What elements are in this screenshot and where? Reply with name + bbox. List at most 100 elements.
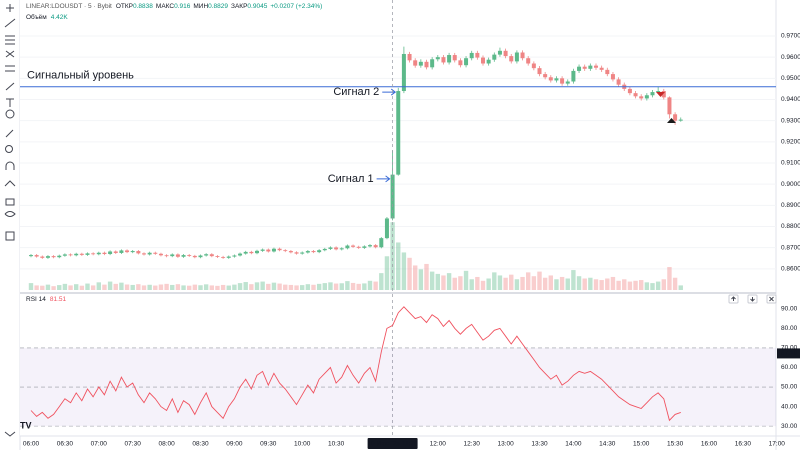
candle-body (594, 65, 598, 68)
candle-body (170, 254, 175, 257)
volume-bar (28, 283, 34, 290)
candle-body (142, 253, 146, 255)
x-tick-label: 12:00 (430, 441, 447, 448)
volume-bar (537, 271, 542, 290)
candle-body (34, 255, 39, 257)
sell-marker (656, 92, 665, 97)
x-tick-label: 07:30 (125, 441, 142, 448)
y-tick-label: 0.9200 (781, 139, 800, 146)
volume-bar (40, 285, 45, 290)
x-tick-label: 16:30 (735, 441, 752, 448)
x-tick-label: 09:00 (226, 441, 243, 448)
volume-bar (192, 284, 198, 290)
candle-body (599, 67, 604, 70)
candle-body (407, 53, 412, 61)
volume-bar (548, 275, 553, 290)
x-tick-label: 13:00 (497, 441, 514, 448)
volume-bar (136, 284, 141, 290)
volume-name: Объём (26, 13, 47, 21)
volume-bar (509, 274, 514, 290)
candle-body (582, 66, 587, 69)
volume-bar (362, 283, 367, 290)
ohlc-value: 0.8838 (133, 3, 153, 10)
candle-body (136, 251, 141, 254)
ohlc-value: 0.9045 (247, 3, 267, 10)
candle-body (232, 255, 237, 257)
volume-bar (62, 283, 68, 290)
signal-level-label: Сигнальный уровень (27, 70, 134, 82)
last-value-bg (777, 348, 800, 359)
candle-body (300, 252, 305, 254)
tool-icons[interactable] (4, 4, 16, 437)
volume-bar (288, 284, 294, 290)
ohlc-value: 0.8829 (208, 3, 228, 10)
volume-bar (503, 277, 508, 290)
volume-bar (51, 286, 56, 290)
logo: TV (20, 420, 32, 430)
candle-body (656, 91, 661, 93)
volume-bar (119, 282, 124, 290)
volume-bar (582, 278, 587, 290)
y-tick-label: 70.00 (781, 345, 798, 352)
volume-bar (469, 279, 474, 290)
volume-bar (650, 283, 655, 290)
candle-body (452, 55, 457, 61)
volume-bar (74, 284, 79, 290)
candle-body (238, 253, 243, 256)
candle-body (317, 250, 322, 253)
close-button[interactable] (766, 294, 777, 304)
volume-bar (130, 284, 135, 290)
y-tick-label: 0.9000 (781, 181, 800, 188)
volume-bar (418, 269, 424, 290)
icon (750, 297, 755, 302)
candle-body (271, 248, 276, 252)
candle-body (45, 256, 50, 258)
volume-bar (520, 276, 525, 290)
volume-bar (424, 263, 429, 290)
candle-body (514, 52, 519, 62)
volume-bar (57, 285, 62, 290)
volume-bar (90, 285, 96, 290)
volume-bar (678, 285, 683, 290)
candle-body (255, 250, 259, 254)
move-up-button[interactable] (728, 294, 739, 304)
x-tick-label: 06:00 (23, 441, 40, 448)
volume-bar (367, 280, 373, 290)
x-tick-label: 08:00 (158, 441, 175, 448)
x-tick-label: 10:30 (328, 441, 345, 448)
move-down-button[interactable] (747, 294, 758, 304)
volume-bar (452, 277, 457, 290)
candle-body (390, 174, 395, 219)
y-tick-label: 40.00 (781, 403, 798, 410)
x-tick-label: 07:00 (91, 441, 108, 448)
ohlc-label: ЗАКР (231, 3, 247, 10)
candle-body (311, 251, 316, 253)
volume-bar (655, 281, 661, 290)
volume-bar (633, 280, 638, 290)
x-tick-label: 14:30 (599, 441, 616, 448)
candle-body (548, 77, 553, 81)
candle-body (537, 68, 542, 75)
volume-bar (413, 265, 418, 290)
candle-body (74, 253, 79, 256)
candle-body (147, 252, 152, 255)
volume-bar (113, 283, 118, 290)
volume-bar (667, 267, 672, 290)
toolbar-bg (0, 0, 20, 450)
volume-bar (170, 284, 175, 290)
volume-bar (175, 284, 181, 290)
price-legend: LINEAR:LDOUSDT · 5 · Bybit ОТКР0.8838 МАКС… (26, 3, 322, 10)
y-tick-label: 0.8800 (781, 223, 800, 230)
candle-body (119, 250, 124, 253)
candle-body (204, 254, 209, 256)
candle-body (401, 53, 406, 92)
volume-bar (198, 285, 203, 290)
volume-bar (475, 276, 480, 290)
volume-bar (401, 252, 407, 290)
candle-body (605, 69, 610, 75)
candle-body (418, 61, 423, 66)
volume-bar (271, 282, 277, 290)
candle-body (475, 52, 480, 58)
volume-bar (480, 280, 486, 290)
